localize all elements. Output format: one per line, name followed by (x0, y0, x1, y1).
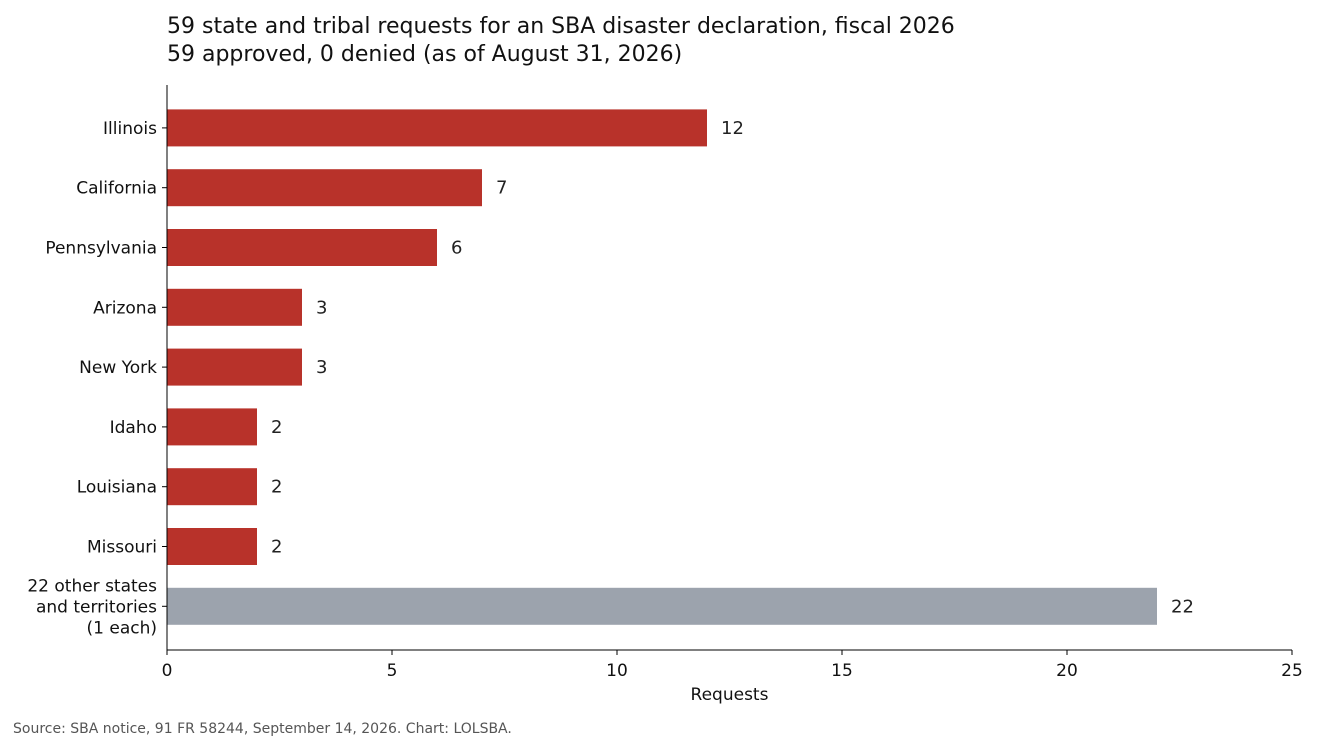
y-tick-label-line: Missouri (87, 538, 157, 558)
bar (167, 528, 257, 565)
x-tick-label: 25 (1281, 661, 1303, 681)
y-tick-label-line: Louisiana (77, 478, 157, 498)
data-label: 22 (1171, 596, 1194, 617)
data-label: 12 (721, 118, 744, 139)
bar (167, 109, 707, 147)
y-tick-label-line: Arizona (93, 298, 157, 318)
y-tick-label: New York (79, 358, 157, 378)
y-tick-label: Illinois (103, 119, 157, 139)
y-tick-label: Pennsylvania (45, 239, 157, 259)
chart-title: 59 state and tribal requests for an SBA … (167, 14, 955, 39)
bar (167, 408, 257, 446)
y-tick-label: Missouri (87, 538, 157, 558)
data-label: 7 (496, 178, 507, 199)
x-tick-label: 5 (387, 661, 398, 681)
y-tick-label-line: Pennsylvania (45, 239, 157, 259)
x-tick-label: 10 (606, 661, 628, 681)
y-tick-label: 22 other states and territories (1 each) (27, 576, 157, 638)
y-tick-label: California (76, 179, 157, 199)
y-tick-label-line: (1 each) (87, 618, 157, 638)
data-label: 3 (316, 297, 327, 318)
bar (167, 229, 437, 266)
bar (167, 587, 1157, 625)
y-tick-label-line: and territories (36, 597, 157, 617)
bar (167, 169, 482, 207)
y-tick-label: Idaho (110, 418, 157, 438)
data-label: 2 (271, 477, 282, 498)
chart-subtitle: 59 approved, 0 denied (as of August 31, … (167, 42, 683, 67)
y-tick-label-line: Illinois (103, 119, 157, 139)
y-tick-label: Arizona (93, 298, 157, 318)
y-tick-label: Louisiana (77, 478, 157, 498)
data-label: 2 (271, 417, 282, 438)
source-note: Source: SBA notice, 91 FR 58244, Septemb… (13, 721, 512, 737)
x-tick-label: 0 (162, 661, 173, 681)
y-tick-label-line: California (76, 179, 157, 199)
y-tick-label-line: 22 other states (27, 576, 157, 596)
data-label: 2 (271, 537, 282, 558)
bar (167, 348, 302, 386)
bars-group (167, 109, 1157, 625)
y-tick-label-line: Idaho (110, 418, 157, 438)
x-tick-label: 20 (1056, 661, 1078, 681)
bar (167, 468, 257, 506)
data-label: 6 (451, 238, 462, 259)
x-axis: 0 5 10 15 20 25 (162, 649, 1303, 681)
x-axis-label: Requests (691, 685, 769, 705)
data-label: 3 (316, 357, 327, 378)
bar (167, 288, 302, 326)
y-axis: Illinois California Pennsylvania Arizona New… (27, 85, 168, 650)
x-tick-label: 15 (831, 661, 853, 681)
y-tick-label-line: New York (79, 358, 157, 378)
